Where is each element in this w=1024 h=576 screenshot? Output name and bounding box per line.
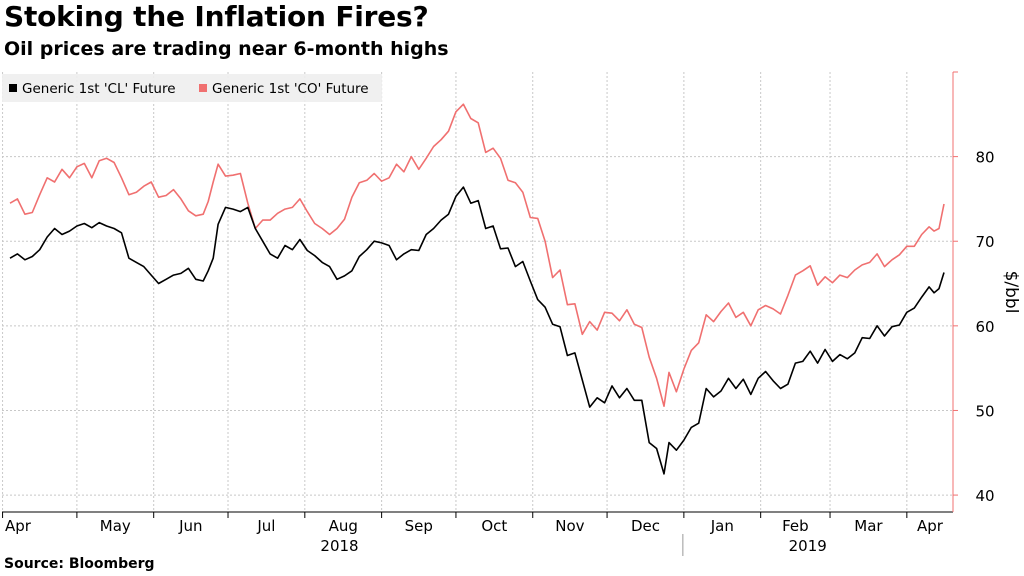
legend-swatch-cl	[9, 84, 17, 92]
y-axis-label: $/bbl	[1001, 271, 1021, 314]
x-tick-label: Apr	[5, 517, 32, 535]
x-tick-label: Sep	[405, 517, 433, 535]
x-tick-label: Jan	[710, 517, 734, 535]
year-label: 2018	[320, 537, 358, 555]
x-tick-label: Feb	[782, 517, 809, 535]
y-tick-label: 60	[975, 318, 994, 336]
x-tick-label: Mar	[854, 517, 883, 535]
x-tick-label: Aug	[329, 517, 358, 535]
legend-label-cl: Generic 1st 'CL' Future	[22, 81, 176, 97]
x-tick-label: Dec	[631, 517, 660, 535]
y-tick-label: 70	[975, 233, 994, 251]
chart-subtitle: Oil prices are trading near 6-month high…	[4, 38, 449, 60]
x-tick-label: Jun	[178, 517, 202, 535]
source-note: Source: Bloomberg	[4, 556, 155, 572]
x-tick-label: Oct	[481, 517, 507, 535]
y-tick-label: 50	[975, 402, 994, 420]
y-tick-label: 40	[975, 487, 994, 505]
x-tick-label: Apr	[917, 517, 944, 535]
x-tick-label: Jul	[256, 517, 275, 535]
chart-title: Stoking the Inflation Fires?	[4, 0, 429, 33]
legend-swatch-co	[199, 84, 207, 92]
year-label: 2019	[789, 537, 827, 555]
x-tick-label: Nov	[555, 517, 584, 535]
legend-label-co: Generic 1st 'CO' Future	[212, 81, 369, 97]
legend-box	[2, 74, 382, 102]
cl-series-line	[9, 186, 945, 475]
x-tick-label: May	[100, 517, 131, 535]
y-tick-label: 80	[975, 149, 994, 167]
